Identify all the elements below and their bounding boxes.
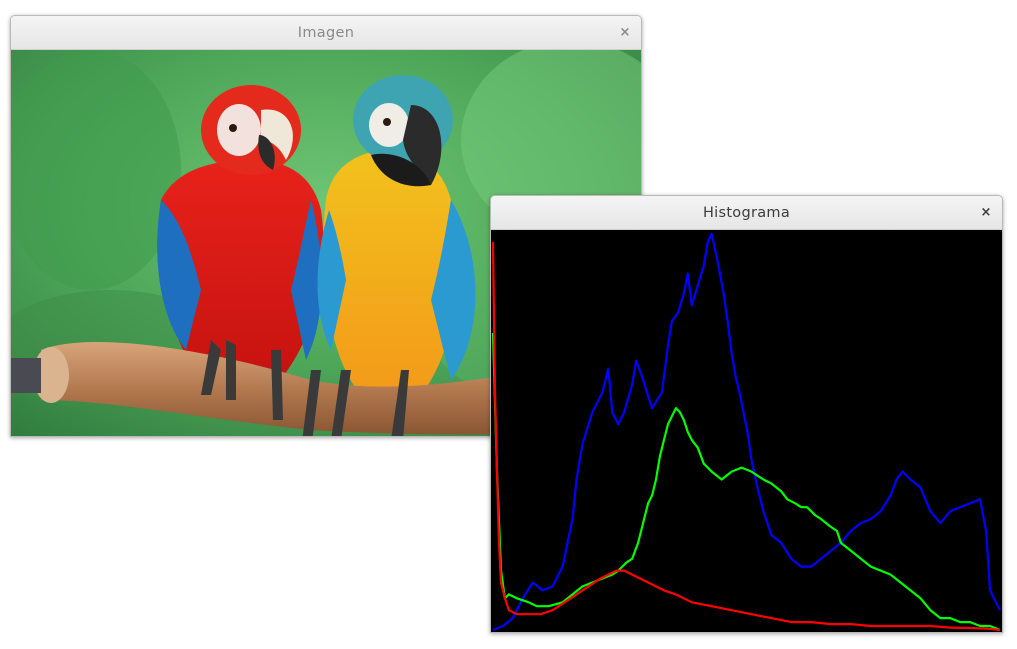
red-channel-line	[491, 241, 1001, 632]
histogram-chart	[491, 232, 1001, 632]
histograma-close-icon[interactable]: ×	[980, 205, 992, 220]
imagen-titlebar[interactable]: Imagen ×	[11, 16, 641, 50]
blue-yellow-macaw	[317, 75, 476, 395]
blue-channel-line	[492, 232, 1001, 632]
green-channel-line	[491, 332, 1001, 632]
parrot-feet	[201, 340, 409, 436]
histogram-canvas	[491, 230, 1002, 632]
imagen-window-title: Imagen	[297, 25, 355, 41]
histograma-window-title: Histograma	[702, 205, 791, 221]
red-macaw	[157, 85, 324, 390]
histograma-window[interactable]: Histograma ×	[490, 195, 1003, 633]
imagen-close-icon[interactable]: ×	[619, 25, 631, 40]
histograma-titlebar[interactable]: Histograma ×	[491, 196, 1002, 230]
